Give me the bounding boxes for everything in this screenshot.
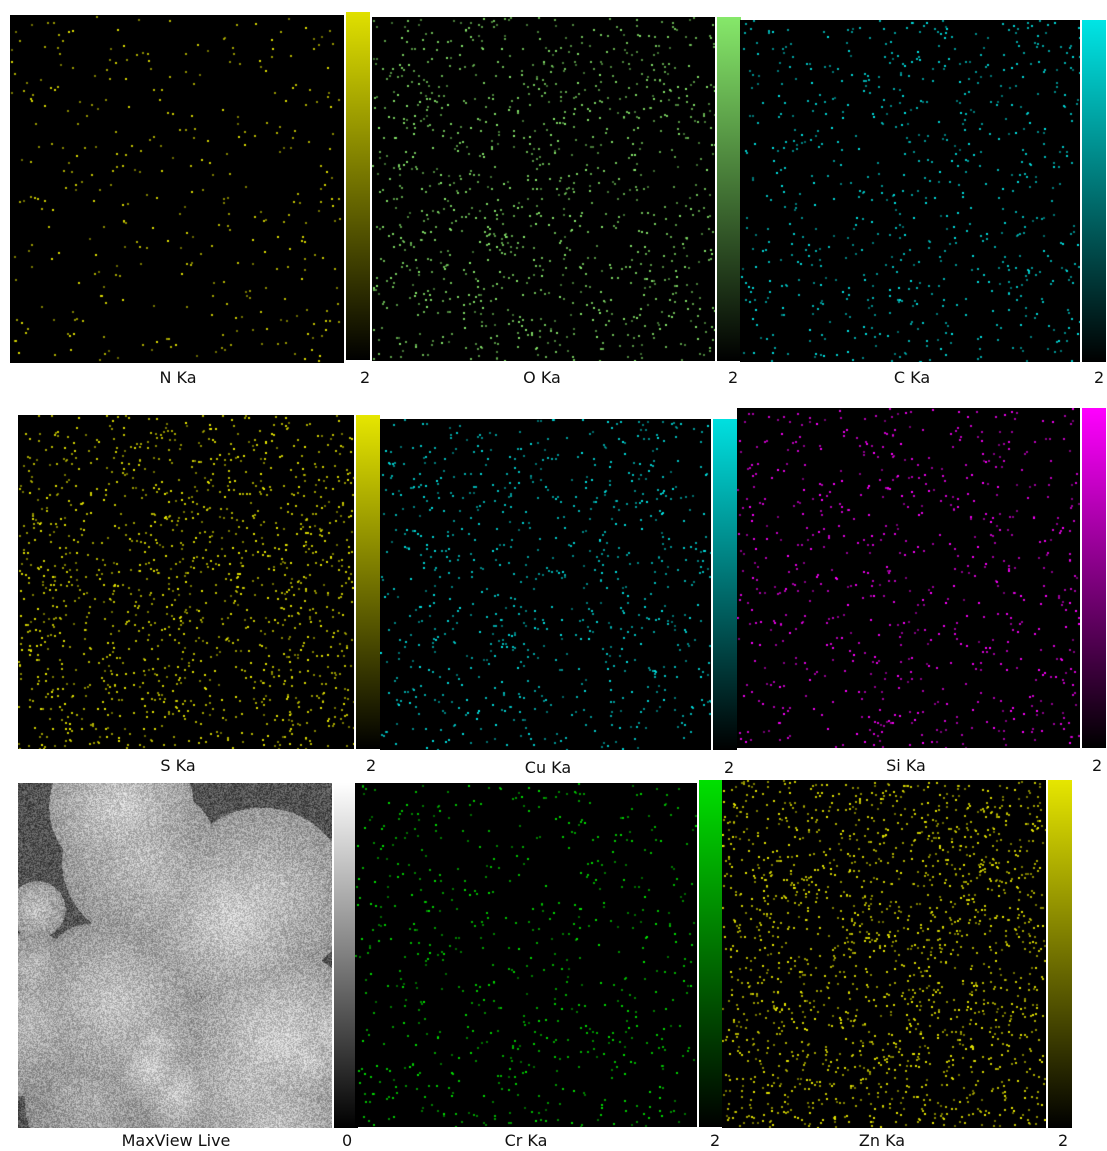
si-ka-label: Si Ka [886, 756, 926, 775]
cr-ka-colorbar [699, 780, 723, 1127]
zn-ka-label: Zn Ka [858, 1131, 906, 1150]
si-ka-map [737, 408, 1080, 748]
o-ka-map [372, 17, 715, 361]
n-ka-map [10, 15, 344, 363]
maxview-live-max-value: 0 [342, 1131, 353, 1150]
s-ka-label: S Ka [160, 756, 196, 775]
n-ka-colorbar [346, 12, 370, 360]
maxview-live-colorbar [334, 783, 358, 1128]
zn-ka-map [722, 780, 1046, 1128]
s-ka-colorbar [356, 415, 380, 749]
c-ka-max-value: 2 [1094, 368, 1105, 387]
c-ka-colorbar [1082, 20, 1106, 362]
c-ka-label: C Ka [893, 368, 931, 387]
zn-ka-colorbar [1048, 780, 1072, 1128]
cu-ka-label: Cu Ka [524, 758, 572, 777]
zn-ka-max-value: 2 [1058, 1131, 1069, 1150]
cu-ka-map [380, 419, 711, 750]
s-ka-map [18, 415, 354, 749]
c-ka-map [740, 20, 1080, 362]
n-ka-label: N Ka [159, 368, 197, 387]
o-ka-colorbar [717, 17, 741, 361]
cu-ka-max-value: 2 [724, 758, 735, 777]
cr-ka-max-value: 2 [710, 1131, 721, 1150]
n-ka-max-value: 2 [360, 368, 371, 387]
maxview-live-sem-image [18, 783, 332, 1128]
si-ka-max-value: 2 [1092, 756, 1103, 775]
o-ka-max-value: 2 [728, 368, 739, 387]
s-ka-max-value: 2 [366, 756, 377, 775]
cr-ka-label: Cr Ka [504, 1131, 548, 1150]
si-ka-colorbar [1082, 408, 1106, 748]
o-ka-label: O Ka [523, 368, 561, 387]
cr-ka-map [355, 783, 697, 1127]
maxview-live-label: MaxView Live [121, 1131, 231, 1150]
cu-ka-colorbar [713, 419, 737, 750]
